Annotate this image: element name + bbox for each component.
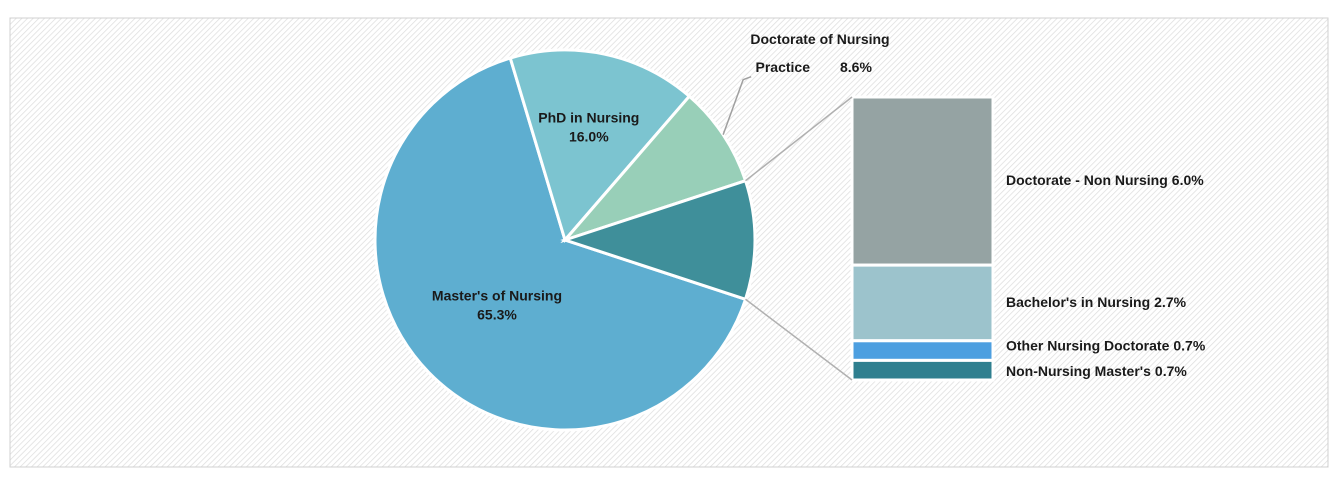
connector-line — [745, 298, 853, 381]
label-part: Non-Nursing Master's — [1006, 363, 1151, 379]
marks: Master's of Nursing 65.3% PhD in Nursing 16… — [373, 31, 1206, 432]
label-part: Master's of Nursing — [432, 287, 562, 303]
pie-slice — [560, 94, 748, 244]
data-label: PhD in Nursing 16.0% — [538, 109, 639, 144]
bar-segment — [850, 95, 995, 267]
pie-slice-other — [560, 178, 757, 302]
data-label: Master's of Nursing 65.3% — [432, 287, 562, 322]
data-label: Bachelor's in Nursing 2.7% — [1006, 294, 1187, 310]
label-part: Other Nursing Doctorate — [1006, 337, 1170, 353]
label-part: 0.7% — [1155, 363, 1187, 379]
data-label: Other Nursing Doctorate 0.7% — [1006, 337, 1206, 353]
bar-segment — [850, 358, 995, 382]
label-part: 0.7% — [1173, 337, 1205, 353]
pie-slice — [373, 56, 748, 432]
data-label: Doctorate - Non Nursing 6.0% — [1006, 172, 1204, 188]
label-part: Doctorate - Non Nursing — [1006, 172, 1168, 188]
label-part: 65.3% — [477, 306, 517, 322]
label-part: Bachelor's in Nursing — [1006, 294, 1150, 310]
label-part: 16.0% — [569, 128, 609, 144]
label-part: PhD in Nursing — [538, 109, 639, 125]
label-part: Doctorate of Nursing — [750, 31, 889, 47]
label-part: Practice — [756, 59, 811, 75]
data-label: Doctorate of Nursing Practice — [750, 31, 889, 75]
label-part: 2.7% — [1154, 294, 1186, 310]
pie-slice — [508, 48, 692, 244]
label-part: 8.6% — [840, 59, 872, 75]
data-label: 8.6% — [840, 59, 872, 75]
data-label: Non-Nursing Master's 0.7% — [1006, 363, 1187, 379]
bar-segment — [850, 263, 995, 343]
connector-line — [745, 96, 853, 182]
leader-line — [722, 75, 752, 135]
bar-segment — [850, 339, 995, 362]
label-part: 6.0% — [1172, 172, 1204, 188]
